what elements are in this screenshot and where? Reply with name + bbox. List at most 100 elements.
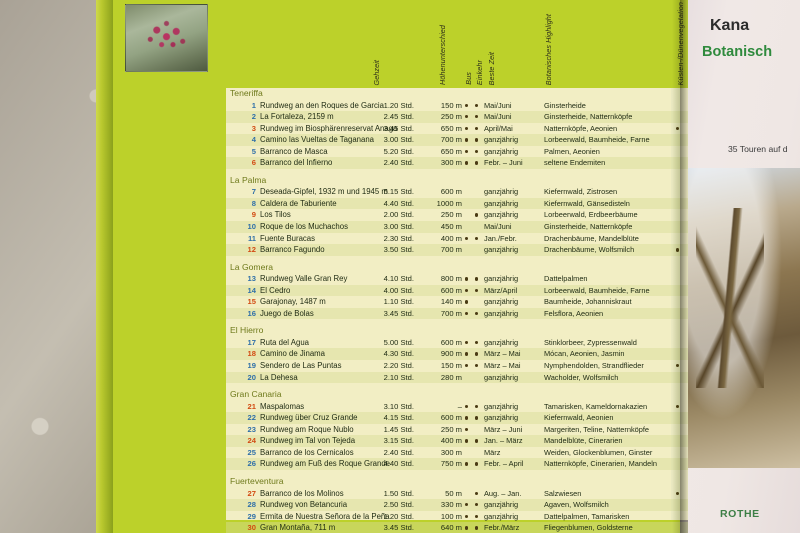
bus-available-dot (465, 404, 469, 409)
tour-best-season: ganzjährig (484, 372, 519, 382)
tour-best-season: Mai/Juni (484, 100, 512, 110)
tour-best-season: Mai/Juni (484, 112, 512, 122)
book-page-tour-overview: Gehzeit Höhenunterschied Bus Einkehr Bes… (113, 0, 793, 533)
tour-botanical-highlight: Nymphendolden, Strandflieder (544, 361, 644, 371)
tour-walking-time: 4.00 Std. (383, 285, 414, 295)
tour-best-season: ganzjährig (484, 297, 519, 307)
zone-dot-0 (676, 364, 680, 368)
tour-altitude-difference: 700 m (440, 245, 462, 255)
tour-name: Rundweg im Tal von Tejeda (260, 436, 356, 446)
tour-number: 19 (247, 361, 256, 371)
einkehr-available-dot (475, 126, 479, 131)
zone-column-band-0 (671, 88, 680, 520)
tour-best-season: ganzjährig (484, 146, 519, 156)
tour-walking-time: 1.10 Std. (383, 297, 414, 307)
einkehr-available-dot (475, 103, 479, 107)
group-header-row: Fuerteventura (226, 476, 793, 488)
tour-botanical-highlight: Lorbeerwald, Baumheide, Farne (544, 135, 650, 145)
bus-available-dot (465, 161, 469, 165)
einkehr-available-dot (475, 491, 479, 495)
group-header-row: Gran Canaria (226, 389, 793, 401)
tour-botanical-highlight: Palmen, Aeonien (544, 146, 600, 156)
tour-walking-time: 4.10 Std. (383, 274, 414, 284)
group-header-row: La Gomera (226, 262, 793, 274)
tour-number: 4 (251, 135, 256, 145)
tour-botanical-highlight: Dattelpalmen, Tamarisken (544, 511, 630, 521)
tour-altitude-difference: 300 m (440, 447, 462, 457)
tour-name: Maspalomas (260, 401, 305, 411)
einkehr-available-dot (475, 404, 479, 409)
cover-publisher-brand: ROTHE (720, 508, 760, 520)
einkehr-available-dot (475, 236, 479, 240)
tour-number: 5 (251, 146, 256, 156)
tour-name: Barranco de Masca (260, 146, 328, 156)
tour-number: 22 (247, 413, 256, 423)
einkehr-available-dot (475, 277, 479, 281)
tour-name: Juego de Bolas (260, 308, 314, 318)
bus-available-dot (465, 103, 469, 107)
tour-number: 20 (247, 372, 256, 382)
bus-available-dot (465, 514, 469, 518)
tour-walking-time: 3.15 Std. (383, 436, 414, 446)
tour-number: 12 (247, 245, 256, 255)
tour-walking-time: 1.45 Std. (383, 424, 414, 434)
bus-available-dot (465, 439, 469, 443)
tour-altitude-difference: 650 m (440, 123, 462, 133)
tour-altitude-difference: 650 m (440, 146, 462, 156)
einkehr-available-dot (475, 288, 479, 293)
tour-number: 9 (251, 210, 256, 220)
tour-altitude-difference: 600 m (440, 413, 462, 423)
tour-best-season: März – Juni (484, 424, 523, 434)
tour-number: 1 (251, 100, 256, 110)
einkehr-available-dot (475, 462, 479, 466)
tour-best-season: Jan./Febr. (484, 233, 517, 243)
cover-title-line1: Kana (710, 17, 750, 34)
group-header-row: El Hierro (226, 325, 793, 337)
einkehr-available-dot (475, 213, 479, 217)
tour-name: Fuente Buracas (260, 233, 316, 243)
tour-name: La Dehesa (260, 372, 298, 382)
einkehr-available-dot (475, 311, 479, 316)
tour-botanical-highlight: Agaven, Wolfsmilch (544, 500, 609, 510)
tour-name: Rundweg an den Roques de Garcia (260, 100, 384, 110)
tour-botanical-highlight: Drachenbäume, Wolfsmilch (544, 245, 635, 255)
island-group-label: Teneriffa (230, 88, 263, 98)
tour-walking-time: 2.45 Std. (383, 112, 414, 122)
tour-best-season: ganzjährig (484, 511, 519, 521)
tour-altitude-difference: 900 m (440, 349, 462, 359)
tour-altitude-difference: 250 m (440, 112, 462, 122)
tour-best-season: ganzjährig (484, 401, 519, 411)
tour-name: Roque de los Muchachos (260, 222, 348, 232)
zone-dot-0 (676, 491, 680, 495)
tour-altitude-difference: 150 m (440, 361, 462, 371)
tour-botanical-highlight: Lorbeerwald, Erdbeerbäume (544, 210, 638, 220)
tour-walking-time: 1.20 Std. (383, 100, 414, 110)
tour-best-season: Aug. – Jan. (484, 488, 522, 498)
tour-number: 26 (247, 459, 256, 469)
tour-botanical-highlight: Ginsterheide, Natternköpfe (544, 222, 633, 232)
tour-walking-time: 2.00 Std. (383, 210, 414, 220)
tour-number: 13 (247, 274, 256, 284)
tour-botanical-highlight: Weiden, Glockenblumen, Ginster (544, 447, 653, 457)
tour-altitude-difference: 600 m (440, 285, 462, 295)
tour-best-season: Febr./März (484, 523, 520, 533)
tour-number: 30 (247, 523, 256, 533)
einkehr-available-dot (475, 416, 479, 420)
bus-available-dot (465, 526, 469, 530)
tour-botanical-highlight: Natternköpfe, Cinerarien, Mandeln (544, 459, 657, 469)
tour-altitude-difference: 300 m (440, 158, 462, 168)
tour-number: 8 (251, 198, 256, 208)
bus-available-dot (465, 352, 469, 356)
einkehr-available-dot (475, 149, 479, 154)
tour-number: 11 (247, 233, 256, 243)
cover-subtitle: 35 Touren auf d (728, 144, 788, 154)
bus-available-dot (465, 416, 469, 420)
tour-altitude-difference: 700 m (440, 135, 462, 145)
tour-name: Rundweg am Fuß des Roque Grande (260, 459, 391, 469)
tour-name: El Cedro (260, 285, 291, 295)
echium-flower-photo (125, 4, 208, 72)
tour-number: 7 (251, 187, 256, 197)
book-cover-panel: Kana Botanisch 35 Touren auf d ROTHE (688, 0, 800, 533)
tour-botanical-highlight: Mócan, Aeonien, Jasmin (544, 349, 625, 359)
tour-walking-time: 3.45 Std. (383, 123, 414, 133)
